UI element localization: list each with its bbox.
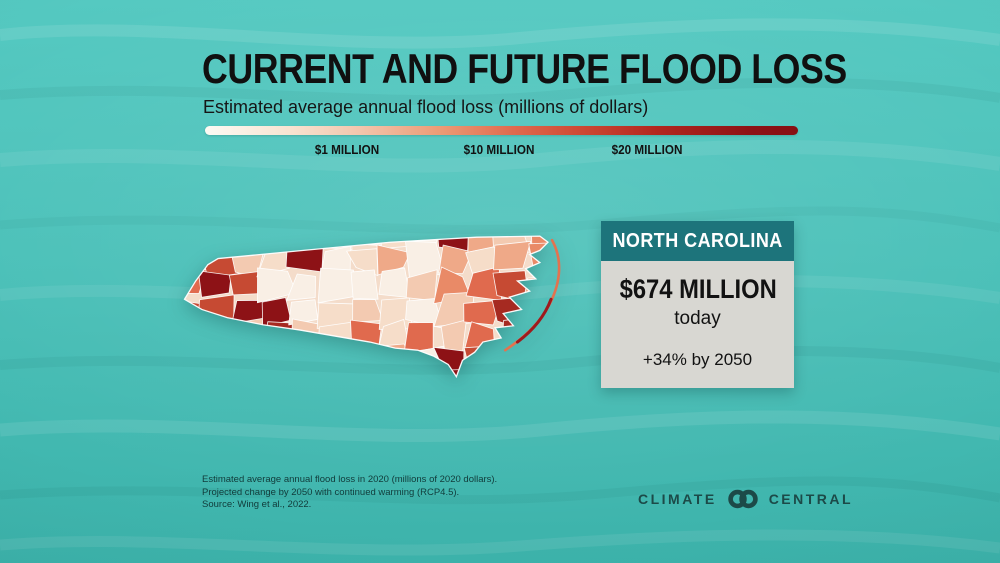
county-cell xyxy=(525,379,559,396)
outer-banks-cape-dark xyxy=(515,297,553,344)
county-cell xyxy=(346,248,379,277)
county-cell xyxy=(496,344,532,374)
county-cell xyxy=(196,294,235,330)
county-cell xyxy=(285,241,324,273)
card-header: NORTH CAROLINA xyxy=(601,221,794,261)
county-cell xyxy=(262,344,296,374)
county-cell xyxy=(463,345,501,377)
county-cell xyxy=(315,371,353,377)
county-cell xyxy=(493,240,532,271)
county-cell xyxy=(184,241,206,278)
page-title: CURRENT AND FUTURE FLOOD LOSS xyxy=(202,45,847,92)
legend-label-20m: $20 MILLION xyxy=(611,142,683,157)
county-cell xyxy=(202,369,237,377)
county-cell xyxy=(227,372,266,377)
county-cell xyxy=(463,299,502,326)
legend-label-10m: $10 MILLION xyxy=(463,142,534,157)
county-cell xyxy=(184,327,207,347)
county-cell xyxy=(528,242,548,276)
county-cell xyxy=(379,236,411,249)
county-cell xyxy=(557,228,579,245)
card-body: $674 MILLION today +34% by 2050 xyxy=(601,261,794,388)
color-scale-legend: $1 MILLION $10 MILLION $20 MILLION xyxy=(205,126,798,166)
county-cell xyxy=(231,317,267,354)
county-cell xyxy=(350,269,379,300)
legend-label-1m: $1 MILLION xyxy=(315,142,380,157)
county-cell xyxy=(286,273,316,301)
state-stat-card: NORTH CAROLINA $674 MILLION today +34% b… xyxy=(601,221,794,388)
county-cell xyxy=(376,244,411,276)
county-cell xyxy=(559,347,579,373)
county-cell xyxy=(350,319,383,353)
page-subtitle: Estimated average annual flood loss (mil… xyxy=(203,97,649,117)
brand-word-left: CLIMATE xyxy=(638,491,717,507)
footnote: Estimated average annual flood loss in 2… xyxy=(202,474,497,512)
brand-logo: CLIMATE CENTRAL xyxy=(638,488,853,510)
footnote-line: Source: Wing et al., 2022. xyxy=(202,499,312,510)
nc-choropleth-map xyxy=(181,228,579,401)
county-cell xyxy=(530,236,548,252)
county-cell xyxy=(255,370,293,377)
county-cell xyxy=(557,293,579,326)
county-cell xyxy=(257,236,288,253)
county-cell xyxy=(346,346,387,377)
county-cell xyxy=(554,373,579,396)
county-cells-group xyxy=(184,228,579,396)
county-cell xyxy=(378,267,411,299)
nc-map-svg xyxy=(183,228,579,396)
county-cell xyxy=(184,299,202,329)
region-label: NORTH CAROLINA xyxy=(612,229,783,252)
footnote-line: Estimated average annual flood loss in 2… xyxy=(202,474,498,485)
county-cell xyxy=(379,378,411,396)
county-cell xyxy=(526,320,548,353)
county-cell xyxy=(184,347,204,377)
county-cell xyxy=(494,372,531,377)
county-cell xyxy=(353,375,385,377)
county-cell xyxy=(234,346,257,377)
county-cell xyxy=(523,346,548,370)
county-cell xyxy=(184,236,208,249)
brand-word-right: CENTRAL xyxy=(768,491,854,507)
county-cell xyxy=(197,354,234,377)
county-cell xyxy=(293,372,323,377)
climate-central-rings-icon xyxy=(727,489,758,509)
projection-value: +34% by 2050 xyxy=(642,350,753,369)
county-cell xyxy=(403,322,434,354)
county-cell xyxy=(404,369,446,377)
county-cell xyxy=(433,369,467,377)
county-cell xyxy=(199,236,229,250)
county-cell xyxy=(291,318,322,353)
county-cell xyxy=(438,244,473,275)
county-cell xyxy=(317,267,356,304)
flood-loss-value: $674 MILLION xyxy=(619,274,777,304)
value-caption: today xyxy=(674,308,721,329)
county-cell xyxy=(561,318,579,350)
footnote-line: Projected change by 2050 with continued … xyxy=(202,486,460,498)
county-cell xyxy=(291,236,321,247)
county-cell xyxy=(184,371,208,377)
county-cell xyxy=(197,270,232,298)
county-cell xyxy=(196,322,238,355)
county-cell xyxy=(464,369,504,377)
county-cell xyxy=(321,345,354,376)
county-cell xyxy=(232,236,267,252)
legend-gradient-bar xyxy=(205,126,798,135)
county-cell xyxy=(288,345,323,373)
